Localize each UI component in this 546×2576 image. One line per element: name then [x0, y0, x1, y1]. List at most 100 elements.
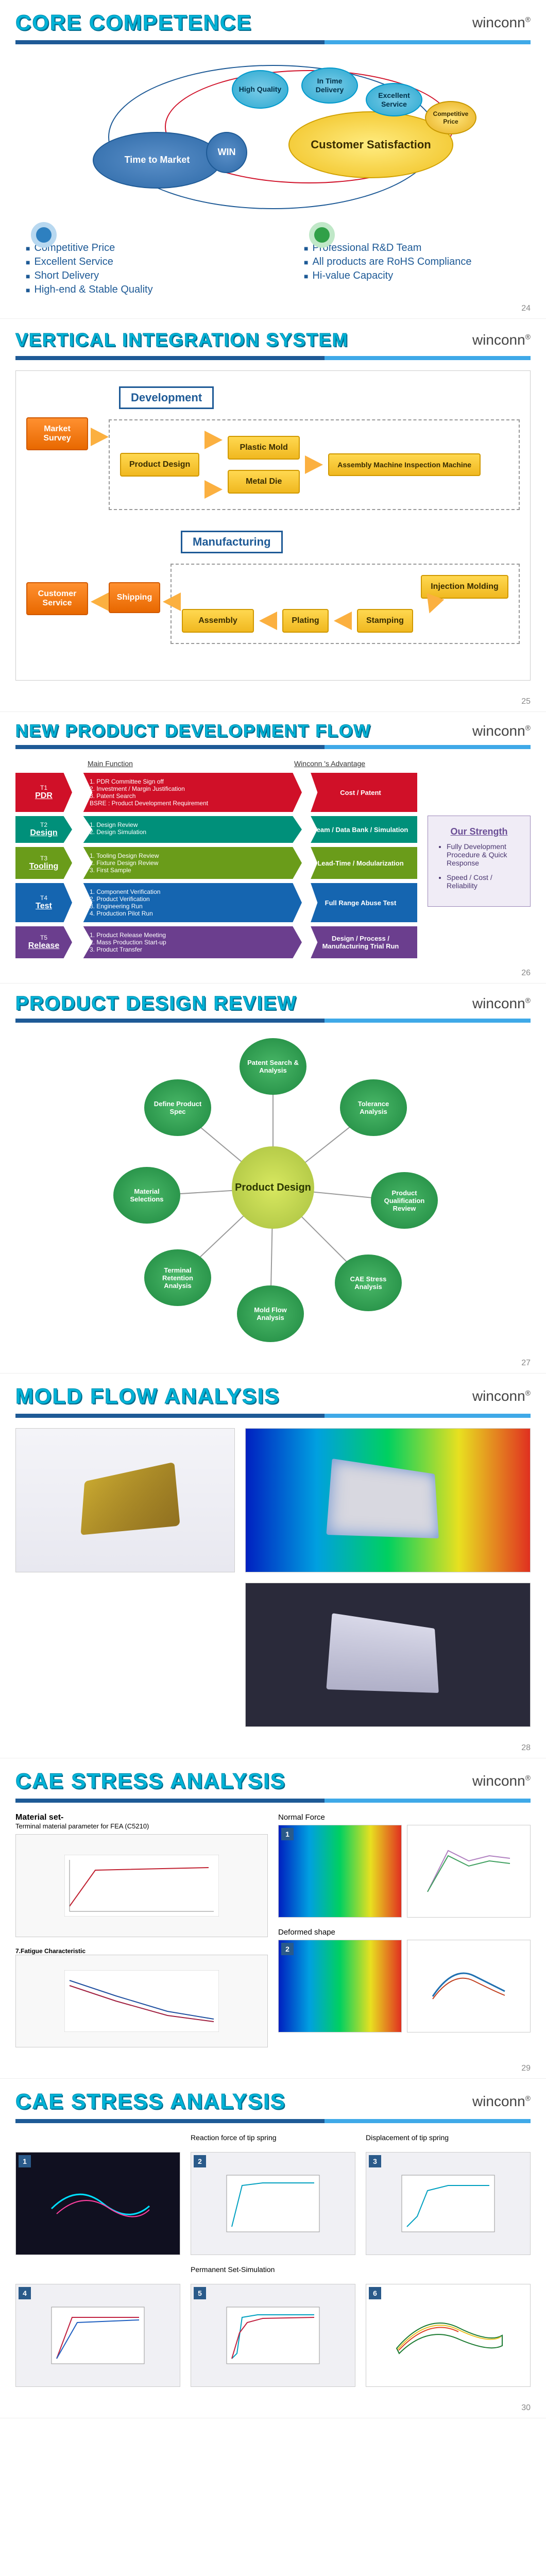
arrow-left-icon: [259, 612, 277, 630]
delivery: In Time Delivery: [301, 67, 358, 104]
header: CAE STRESS ANALYSIS winconn®: [15, 2089, 531, 2114]
arrow-left-icon: [163, 592, 181, 611]
phase-advantage: Cost / Patent: [304, 773, 417, 812]
slide-npd-flow: NEW PRODUCT DEVELOPMENT FLOW winconn® Ma…: [0, 712, 546, 984]
page-number: 24: [521, 304, 531, 313]
header: VERTICAL INTEGRATION SYSTEM winconn®: [15, 329, 531, 351]
flow-row: T5Release 1. Product Release Meeting2. M…: [15, 926, 417, 958]
fatigue-title: 7.Fatigue Characteristic: [15, 1947, 268, 1955]
title: VERTICAL INTEGRATION SYSTEM: [15, 329, 349, 351]
arrow-left-icon: [91, 592, 109, 611]
arrow-right-icon: [305, 455, 323, 474]
phase-advantage: Lead-Time / Modularization: [304, 847, 417, 879]
design-node: Terminal Retention Analysis: [144, 1249, 211, 1306]
assembly: Assembly: [182, 609, 254, 633]
material-title: Material set-: [15, 1813, 268, 1822]
divider: [15, 356, 531, 360]
flow-column: Main Function Winconn 's Advantage T1PDR…: [15, 759, 417, 962]
rows: T1PDR 1. PDR Committee Sign off2. Invest…: [15, 773, 417, 958]
phase-tag: T4Test: [15, 883, 72, 922]
fatigue-chart: [15, 1955, 268, 2047]
arrow-right-icon: [204, 431, 223, 449]
arrow-right-icon: [204, 480, 223, 499]
design-node: Tolerance Analysis: [340, 1079, 407, 1136]
normal-force-title: Normal Force: [278, 1813, 531, 1822]
dot-icon: [309, 222, 335, 248]
plastic-mold: Plastic Mold: [228, 436, 300, 460]
material-chart: [15, 1834, 268, 1937]
strength-item: Fully Development Procedure & Quick Resp…: [447, 842, 520, 867]
brand: winconn®: [472, 723, 531, 739]
phase-functions: 1. Design Review2. Design Simulation: [74, 816, 302, 843]
deformed-title: Deformed shape: [278, 1928, 531, 1937]
flow-row: T4Test 1. Component Verification2. Produ…: [15, 883, 417, 922]
injection-molding: Injection Molding: [421, 575, 508, 599]
design-node: Product Qualification Review: [371, 1172, 438, 1229]
mfg-group: Injection Molding Assembly Plating Stamp…: [170, 564, 520, 644]
divider: [15, 2119, 531, 2123]
header: CAE STRESS ANALYSIS winconn®: [15, 1769, 531, 1793]
strength-title: Our Strength: [438, 826, 520, 837]
strength-panel: Our Strength Fully Development Procedure…: [428, 816, 531, 907]
title: CAE STRESS ANALYSIS: [15, 1769, 286, 1793]
grid: Reaction force of tip spring Displacemen…: [15, 2133, 531, 2387]
content: Main Function Winconn 's Advantage T1PDR…: [15, 759, 531, 962]
material-subtitle: Terminal material parameter for FEA (C52…: [15, 1822, 268, 1830]
design-node: Define Product Spec: [144, 1079, 211, 1136]
divider: [15, 745, 531, 749]
product-design: Product Design: [120, 453, 199, 477]
slide-core-competence: CORE COMPETENCE winconn® Time to Market …: [0, 0, 546, 319]
list-item: Hi-value Capacity: [304, 270, 531, 282]
list-item: Professional R&D Team: [304, 242, 531, 254]
phase-tag: T3Tooling: [15, 847, 72, 879]
simulation-column: Normal Force 1 Deformed shape 2: [278, 1813, 531, 2047]
header: CORE COMPETENCE winconn®: [15, 10, 531, 35]
flow-row: T3Tooling 1. Tooling Design Review2. Fix…: [15, 847, 417, 879]
title: PRODUCT DESIGN REVIEW: [15, 994, 297, 1013]
brand: winconn®: [472, 1388, 531, 1404]
phase-functions: 1. PDR Committee Sign off2. Investment /…: [74, 773, 302, 812]
sim-1: 1: [15, 2152, 180, 2255]
mfg-label: Manufacturing: [181, 531, 283, 553]
metal-die: Metal Die: [228, 470, 300, 494]
center-node: Product Design: [232, 1146, 314, 1229]
column-headers: Main Function Winconn 's Advantage: [15, 759, 417, 768]
shipping: Shipping: [109, 582, 160, 613]
page-number: 25: [521, 697, 531, 706]
brand: winconn®: [472, 14, 531, 31]
arrow-right-icon: [91, 428, 109, 446]
list-item: Competitive Price: [26, 242, 252, 254]
manufacturing-section: Manufacturing Injection Molding Assembly…: [26, 531, 520, 644]
design-node: Mold Flow Analysis: [237, 1285, 304, 1342]
title: NEW PRODUCT DEVELOPMENT FLOW: [15, 722, 371, 740]
brand: winconn®: [472, 1773, 531, 1789]
phase-tag: T1PDR: [15, 773, 72, 812]
dev-group: Product Design Plastic Mold Metal Die As…: [109, 419, 520, 510]
title: CAE STRESS ANALYSIS: [15, 2089, 286, 2114]
phase-functions: 1. Component Verification2. Product Veri…: [74, 883, 302, 922]
header: NEW PRODUCT DEVELOPMENT FLOW winconn®: [15, 722, 531, 740]
diagram: Development Product Design Plastic Mold …: [15, 370, 531, 681]
material-column: Material set- Terminal material paramete…: [15, 1813, 268, 2047]
sim-2: 2: [191, 2152, 355, 2255]
phase-advantage: Full Range Abuse Test: [304, 883, 417, 922]
flow-simulation-2: [245, 1583, 531, 1727]
page-number: 30: [521, 2403, 531, 2413]
plating: Plating: [282, 609, 329, 633]
brand: winconn®: [472, 2093, 531, 2110]
slide-cae-2: CAE STRESS ANALYSIS winconn® Reaction fo…: [0, 2079, 546, 2418]
normal-force-chart: [407, 1825, 531, 1918]
header-advantage: Winconn 's Advantage: [273, 759, 386, 768]
header: PRODUCT DESIGN REVIEW winconn®: [15, 994, 531, 1013]
design-node: Material Selections: [113, 1167, 180, 1224]
flow-row: T1PDR 1. PDR Committee Sign off2. Invest…: [15, 773, 417, 812]
sim-4: 4: [15, 2284, 180, 2387]
time-to-market: Time to Market: [93, 132, 221, 189]
page-number: 29: [521, 2064, 531, 2073]
slide-cae-1: CAE STRESS ANALYSIS winconn® Material se…: [0, 1758, 546, 2079]
screenshots: [15, 1428, 531, 1727]
development-section: Development Product Design Plastic Mold …: [26, 386, 520, 510]
title: CORE COMPETENCE: [15, 10, 252, 35]
phase-tag: T5Release: [15, 926, 72, 958]
left-list: Competitive PriceExcellent ServiceShort …: [15, 242, 252, 296]
